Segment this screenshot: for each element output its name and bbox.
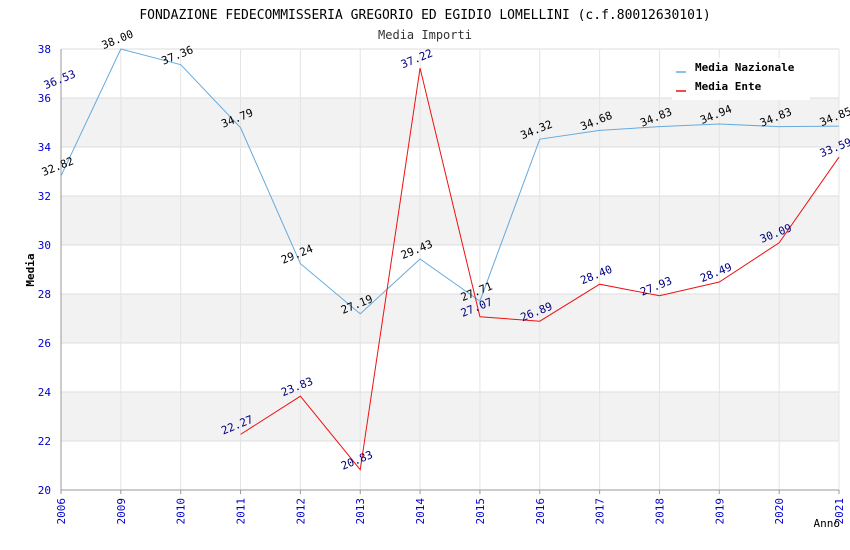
x-tick-label: 2020 [773, 498, 786, 525]
x-tick-label: 2009 [115, 498, 128, 525]
data-label: 32.82 [40, 154, 76, 178]
y-tick-label: 24 [38, 386, 52, 399]
legend-entry: Media Ente [695, 80, 762, 93]
x-axis-title: Anno [814, 517, 841, 530]
axes: 20 22 24 26 28 30 32 34 36 38 2006 2009 2010 2011 2012… [38, 43, 846, 525]
x-tick-label: 2019 [713, 498, 726, 525]
data-label: 20.83 [339, 448, 375, 472]
y-tick-label: 34 [38, 141, 52, 154]
data-label: 28.49 [698, 261, 734, 285]
y-tick-label: 36 [38, 92, 51, 105]
legend: Media Nazionale Media Ente [672, 58, 810, 100]
x-tick-label: 2018 [653, 498, 666, 525]
y-tick-label: 22 [38, 435, 51, 448]
x-tick-label: 2014 [414, 498, 427, 525]
y-tick-label: 32 [38, 190, 51, 203]
x-tick-label: 2006 [55, 498, 68, 525]
data-label: 37.22 [399, 47, 435, 71]
y-tick-label: 20 [38, 484, 51, 497]
x-tick-label: 2011 [235, 498, 248, 525]
data-label: 36.53 [42, 68, 78, 92]
data-label: 29.24 [279, 242, 315, 267]
data-label: 38.00 [100, 28, 136, 52]
x-tick-label: 2012 [294, 498, 307, 525]
series-line-media-ente [240, 67, 840, 471]
y-tick-label: 28 [38, 288, 51, 301]
chart-title: FONDAZIONE FEDECOMMISSERIA GREGORIO ED E… [139, 8, 710, 23]
y-tick-label: 26 [38, 337, 51, 350]
data-label: 28.40 [579, 263, 615, 287]
x-tick-label: 2010 [175, 498, 188, 525]
x-tick-label: 2017 [594, 498, 607, 525]
y-tick-label: 30 [38, 239, 51, 252]
series-line-media-nazionale [60, 48, 840, 315]
background-bands [61, 98, 839, 441]
x-tick-label: 2021 [833, 498, 846, 525]
legend-box [672, 58, 810, 100]
grid-band [61, 392, 839, 441]
chart-subtitle: Media Importi [378, 28, 472, 42]
legend-entry: Media Nazionale [695, 61, 795, 74]
x-tick-label: 2015 [474, 498, 487, 525]
grid-band [61, 196, 839, 245]
series-lines [60, 48, 840, 471]
y-axis-title: Media [24, 253, 37, 286]
x-tick-label: 2013 [354, 498, 367, 525]
y-tick-label: 38 [38, 43, 51, 56]
x-tick-label: 2016 [534, 498, 547, 525]
grid-band [61, 98, 839, 147]
grid-band [61, 294, 839, 343]
